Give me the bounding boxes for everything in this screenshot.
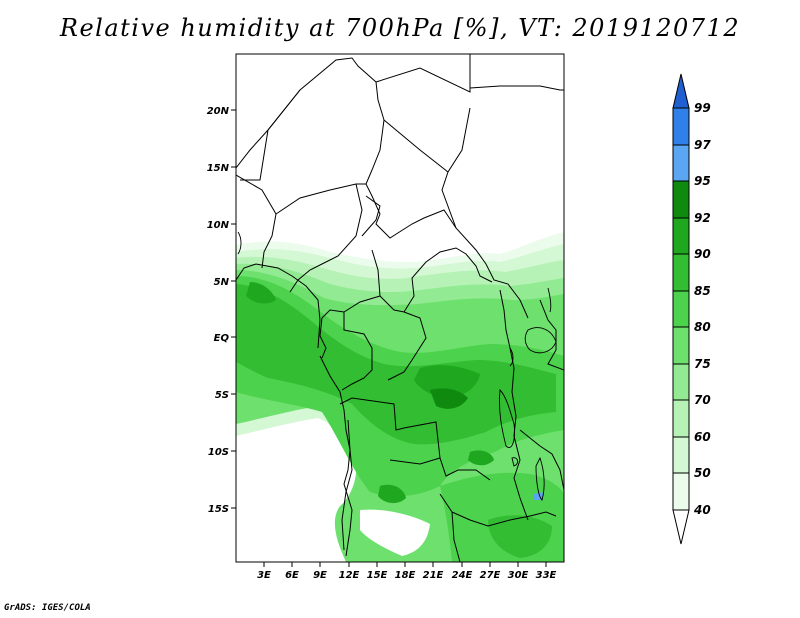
colorbar-seg-90-92 (672, 217, 690, 255)
colorbar-label-60: 60 (694, 430, 711, 444)
humidity-contour-90-c (246, 282, 276, 304)
lake-bangweulu (511, 457, 519, 467)
colorbar-label-85: 85 (694, 284, 711, 298)
dry-zone-southwest (236, 412, 357, 562)
colorbar-label-40: 40 (693, 503, 711, 517)
colorbar-label-95: 95 (694, 174, 711, 188)
colorbar-seg-75-80 (672, 326, 690, 365)
grads-credit: GrADS: IGES/COLA (4, 603, 91, 613)
map-frame (235, 53, 565, 563)
colorbar-label-75: 75 (694, 357, 711, 371)
lon-label-24e: 24E (452, 570, 473, 581)
lake-albert (509, 347, 514, 367)
lon-label-15e: 15E (367, 570, 388, 581)
lat-label-15s: 15S (208, 504, 229, 515)
colorbar-seg-95-97 (672, 144, 690, 182)
colorbar-seg-80-85 (672, 290, 690, 328)
colorbar-seg-99plus (672, 73, 690, 109)
lat-label-5s: 5S (215, 390, 229, 401)
colorbar-label-90: 90 (694, 247, 711, 261)
dry-zone-south (360, 509, 430, 556)
longitude-axis: 3E 6E 9E 12E 15E 18E 21E 24E 27E 30E 33E (257, 562, 557, 581)
lat-label-5n: 5N (214, 277, 230, 288)
lon-label-6e: 6E (285, 570, 299, 581)
colorbar: 99 97 95 92 90 85 80 75 70 60 50 40 (672, 73, 711, 545)
humidity-contour-90-a (414, 365, 480, 398)
lakes (237, 231, 557, 501)
colorbar-seg-40-50 (672, 472, 690, 511)
colorbar-label-50: 50 (694, 466, 711, 480)
lat-label-10s: 10S (208, 447, 229, 458)
lake-malawi (535, 456, 545, 501)
lon-label-3e: 3E (257, 570, 271, 581)
colorbar-seg-50-60 (672, 436, 690, 474)
colorbar-seg-85-90 (672, 253, 690, 292)
latitude-axis: 20N 15N 10N 5N EQ 5S 10S 15S (207, 106, 236, 515)
lake-victoria (524, 327, 557, 354)
lon-label-21e: 21E (423, 570, 444, 581)
lat-label-10n: 10N (207, 220, 230, 231)
lat-label-15n: 15N (207, 163, 230, 174)
lat-label-eq: EQ (214, 333, 230, 344)
colorbar-seg-below-40 (672, 509, 690, 545)
lake-volta (237, 231, 242, 255)
lon-label-12e: 12E (339, 570, 360, 581)
lon-label-9e: 9E (313, 570, 327, 581)
colorbar-label-70: 70 (694, 393, 711, 407)
humidity-contour-90-e (468, 450, 494, 466)
humidity-contour-85 (236, 284, 556, 445)
humidity-southeast-core (488, 515, 552, 558)
colorbar-label-80: 80 (694, 320, 711, 334)
lat-label-20n: 20N (207, 106, 230, 117)
colorbar-seg-92-95 (672, 180, 690, 219)
lon-label-30e: 30E (508, 570, 529, 581)
colorbar-seg-70-75 (672, 363, 690, 401)
humidity-field (236, 54, 564, 562)
colorbar-seg-97-99 (672, 107, 690, 146)
humidity-95-spot (533, 492, 544, 500)
lon-label-27e: 27E (480, 570, 501, 581)
humidity-contour-90-b (430, 388, 468, 409)
colorbar-label-99: 99 (694, 101, 711, 115)
lake-tanganyika (499, 389, 515, 448)
lon-label-33e: 33E (536, 570, 557, 581)
colorbar-seg-60-70 (672, 399, 690, 438)
lake-turkana (547, 287, 552, 313)
colorbar-label-97: 97 (694, 138, 711, 152)
country-borders (236, 54, 564, 562)
colorbar-label-92: 92 (694, 211, 711, 225)
chart-title: Relative humidity at 700hPa [%], VT: 201… (59, 14, 741, 42)
humidity-contour-90-d (378, 484, 406, 504)
lon-label-18e: 18E (395, 570, 416, 581)
